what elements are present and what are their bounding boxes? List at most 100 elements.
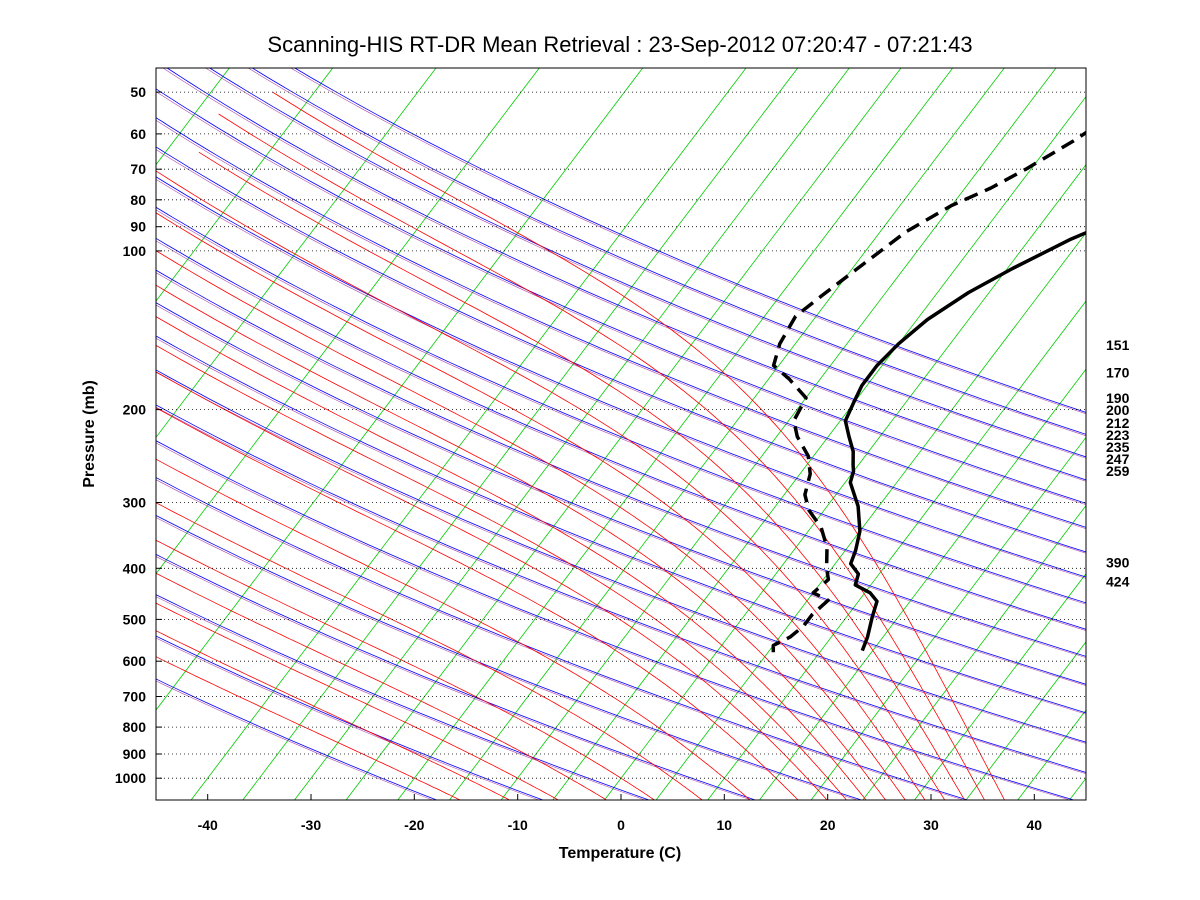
dry-adiabat-line — [156, 678, 437, 800]
dry-adiabat-line — [252, 68, 1086, 435]
right-axis-label: 190 — [1106, 390, 1130, 406]
dewpoint-profile-line — [771, 130, 1086, 653]
dry-adiabat-line — [156, 269, 1086, 657]
dry-adiabat-line — [156, 88, 1086, 504]
right-axis-label: 200 — [1106, 402, 1130, 418]
y-tick-label: 90 — [130, 219, 146, 235]
right-axis-label: 424 — [1106, 574, 1130, 590]
x-tick-label: 40 — [1027, 817, 1043, 833]
moist-adiabat-line — [272, 91, 1005, 800]
isohume-line — [162, 68, 1086, 482]
right-axis-label: 151 — [1106, 337, 1130, 353]
y-tick-label: 600 — [123, 653, 147, 669]
moist-adiabat-line — [156, 656, 461, 800]
x-tick-label: -20 — [404, 817, 424, 833]
right-axis-label: 212 — [1106, 415, 1130, 431]
isohume-line — [156, 119, 1086, 530]
x-axis-ticks: -40 -30 -20 -10 0 10 20 30 40 — [198, 794, 1043, 833]
isotherm-line — [190, 68, 747, 800]
x-tick-label: -40 — [198, 817, 218, 833]
y-tick-label: 200 — [123, 402, 147, 418]
right-axis-label: 247 — [1106, 451, 1130, 467]
isotherm-line — [604, 164, 1086, 800]
dry-adiabat-line — [156, 176, 1086, 578]
x-tick-label: 20 — [820, 817, 836, 833]
isohume-line — [156, 91, 1086, 506]
y-tick-label: 400 — [123, 560, 147, 576]
isotherm-line — [156, 68, 644, 711]
dry-adiabat-line — [156, 440, 1074, 800]
isohume-line — [290, 68, 1086, 415]
y-tick-label: 300 — [123, 495, 147, 511]
x-tick-label: -30 — [301, 817, 321, 833]
dry-adiabat-line — [156, 302, 1086, 685]
dry-adiabat-line — [166, 68, 1086, 481]
y-tick-label: 100 — [123, 243, 147, 259]
moist-adiabat-line — [156, 630, 510, 800]
isotherm-line — [965, 641, 1086, 800]
isohume-line — [156, 371, 1086, 744]
y-axis-ticks: 50 60 70 80 90 100 200 300 400 500 600 700 800 900 100… — [115, 84, 162, 786]
y-tick-label: 50 — [130, 84, 146, 100]
x-tick-label: -10 — [508, 817, 528, 833]
isohume-line — [156, 680, 433, 800]
y-axis-label: Pressure (mb) — [81, 380, 98, 488]
moist-adiabat-line — [218, 113, 985, 800]
moist-adiabat-line — [156, 502, 703, 800]
dry-adiabat-line — [156, 477, 968, 800]
isohume-line — [156, 240, 1086, 631]
y-tick-label: 700 — [123, 689, 147, 705]
dry-adiabat-line — [156, 335, 1086, 714]
isotherm-line — [500, 68, 1057, 800]
isohume-line — [156, 479, 964, 800]
moist-adiabat-line — [156, 602, 559, 800]
isotherm-line — [655, 232, 1086, 800]
isotherm-line — [449, 68, 1005, 800]
isotherm-line — [552, 95, 1086, 800]
dry-adiabat-line — [156, 117, 1086, 528]
y-tick-label: 900 — [123, 746, 147, 762]
dry-adiabat-line — [294, 68, 1086, 413]
x-tick-label: 0 — [617, 817, 625, 833]
isohume-line — [156, 406, 1086, 775]
y-tick-label: 500 — [123, 611, 147, 627]
y-tick-label: 1000 — [115, 770, 146, 786]
isohume-line — [156, 556, 752, 800]
background-lines — [156, 68, 1086, 800]
y-tick-label: 60 — [130, 126, 146, 142]
isohume-line — [156, 442, 1070, 800]
moist-adiabat-line — [156, 371, 828, 800]
moist-adiabat-line — [156, 539, 655, 800]
right-axis-label: 170 — [1106, 364, 1130, 380]
isotherm-line — [707, 300, 1086, 800]
y-tick-label: 70 — [130, 161, 146, 177]
right-axis-label: 223 — [1106, 427, 1130, 443]
pressure-gridlines — [156, 91, 1086, 779]
x-tick-label: 30 — [923, 817, 939, 833]
isotherm-line — [294, 68, 850, 800]
isotherm-line — [345, 68, 902, 800]
dry-adiabat-line — [156, 404, 1086, 773]
moist-adiabat-line — [156, 250, 906, 800]
moist-adiabat-line — [156, 316, 867, 800]
isohume-line — [156, 272, 1086, 658]
moist-adiabat-line — [198, 151, 965, 800]
moist-adiabat-line — [156, 458, 751, 800]
moist-adiabat-line — [156, 170, 946, 800]
moist-adiabat-line — [156, 407, 799, 800]
isohume-line — [156, 596, 646, 800]
moist-adiabat-line — [156, 344, 847, 800]
isohume-line — [156, 517, 858, 800]
isotherm-line — [156, 68, 540, 575]
dry-adiabat-line — [156, 553, 756, 800]
dry-adiabat-line — [156, 594, 650, 800]
temperature-profile-line — [843, 230, 1086, 652]
chart-title: Scanning-HIS RT-DR Mean Retrieval : 23-S… — [267, 32, 972, 57]
isohume-line — [156, 337, 1086, 715]
dry-adiabat-line — [156, 237, 1086, 630]
isotherm-line — [810, 436, 1086, 800]
isotherm-line — [862, 504, 1086, 800]
right-axis-label: 390 — [1106, 555, 1130, 571]
isotherm-line — [397, 68, 954, 800]
